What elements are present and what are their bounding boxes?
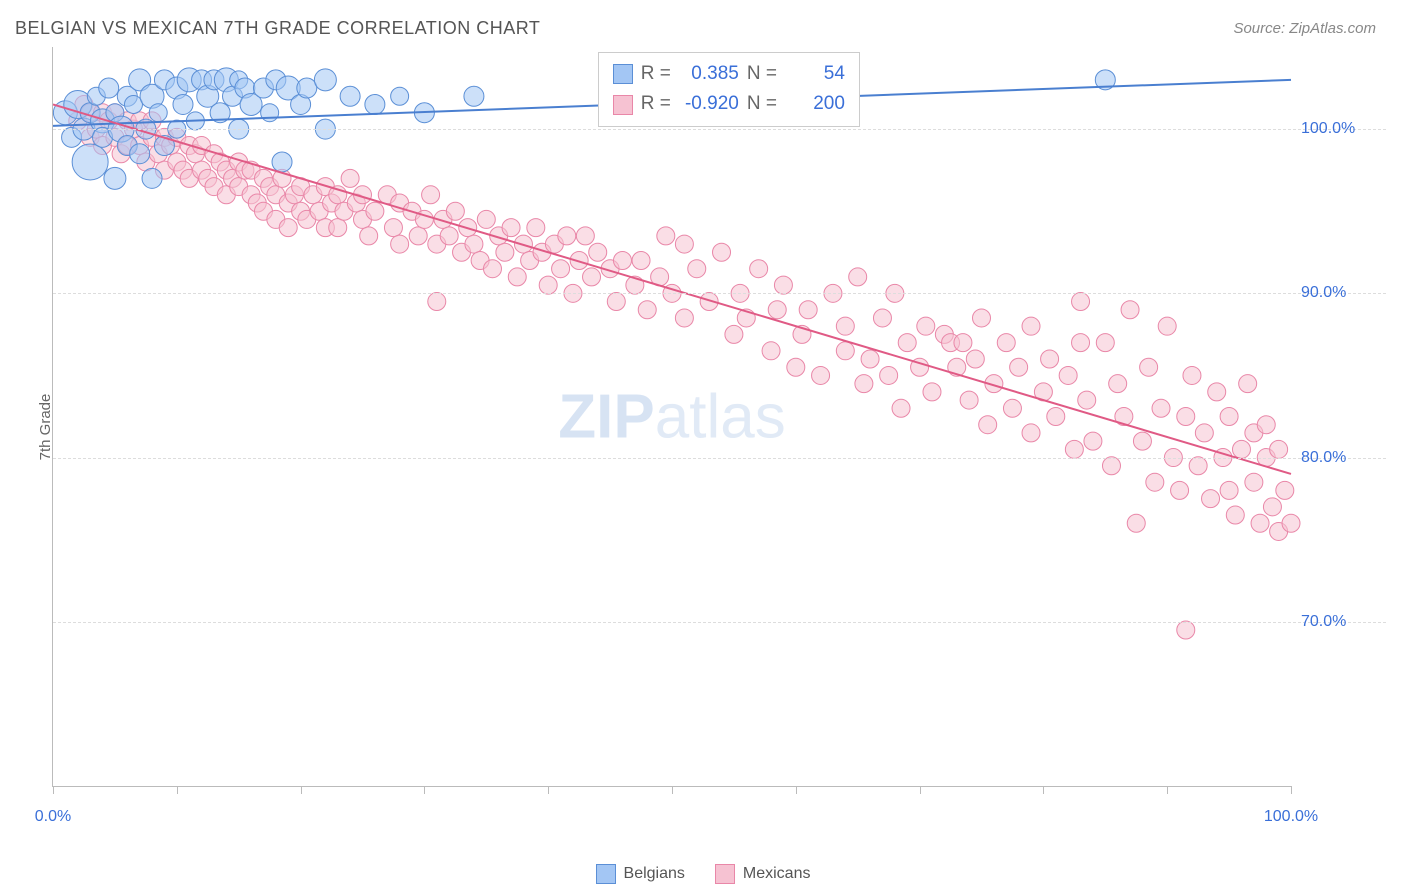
x-tick (1167, 786, 1168, 794)
y-tick-label: 90.0% (1301, 284, 1381, 302)
chart-title: BELGIAN VS MEXICAN 7TH GRADE CORRELATION… (15, 18, 540, 39)
gridline (53, 129, 1386, 130)
legend-item-2: Mexicans (715, 864, 811, 884)
legend-swatch-2 (715, 864, 735, 884)
legend-label-1: Belgians (624, 865, 685, 883)
y-tick-label: 70.0% (1301, 613, 1381, 631)
stats-row-2: R = -0.920 N = 200 (613, 89, 845, 119)
x-tick (920, 786, 921, 794)
gridline (53, 458, 1386, 459)
x-tick (1291, 786, 1292, 794)
x-tick (1043, 786, 1044, 794)
chart-container: 7th Grade ZIPatlas R = 0.385 N = 54 R = … (42, 47, 1386, 807)
plot-area: ZIPatlas R = 0.385 N = 54 R = -0.920 N =… (52, 47, 1291, 787)
legend-swatch-1 (596, 864, 616, 884)
x-tick (796, 786, 797, 794)
stats-box: R = 0.385 N = 54 R = -0.920 N = 200 (598, 52, 860, 127)
x-tick (548, 786, 549, 794)
x-tick (672, 786, 673, 794)
x-tick-label: 0.0% (35, 808, 71, 826)
x-tick (301, 786, 302, 794)
y-tick-label: 80.0% (1301, 449, 1381, 467)
gridline (53, 622, 1386, 623)
source-attribution: Source: ZipAtlas.com (1233, 20, 1376, 37)
legend-item-1: Belgians (596, 864, 685, 884)
x-tick (424, 786, 425, 794)
swatch-series1 (613, 64, 633, 84)
x-tick (177, 786, 178, 794)
swatch-series2 (613, 95, 633, 115)
y-tick-label: 100.0% (1301, 120, 1381, 138)
scatter-svg (53, 47, 1291, 786)
stats-row-1: R = 0.385 N = 54 (613, 59, 845, 89)
legend: Belgians Mexicans (0, 864, 1406, 884)
x-tick-label: 100.0% (1264, 808, 1318, 826)
x-tick (53, 786, 54, 794)
legend-label-2: Mexicans (743, 865, 811, 883)
gridline (53, 293, 1386, 294)
